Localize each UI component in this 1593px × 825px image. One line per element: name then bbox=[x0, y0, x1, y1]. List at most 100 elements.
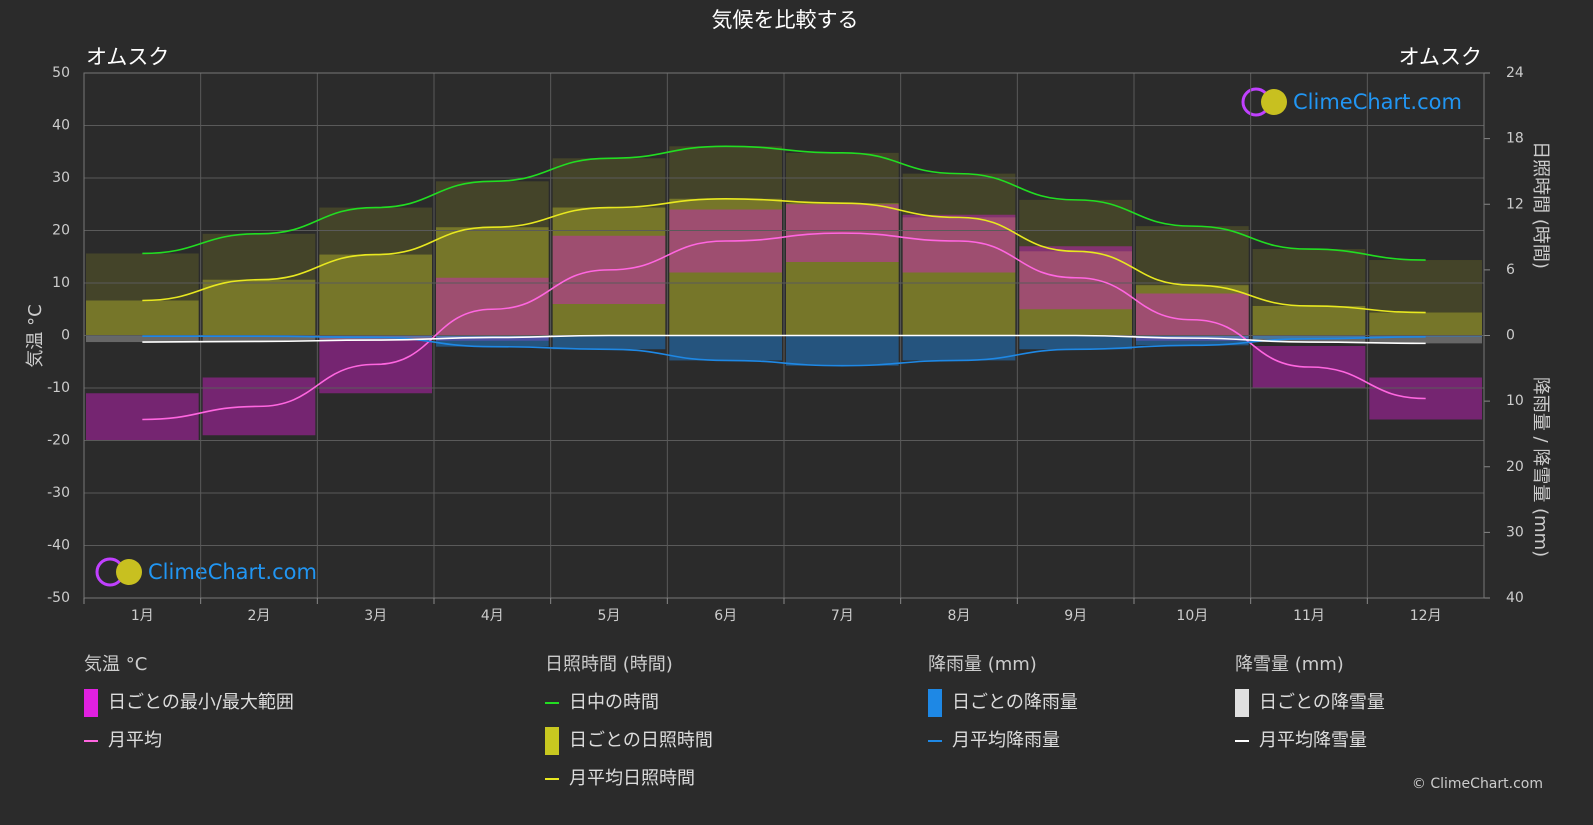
x-tick-label: 4月 bbox=[481, 608, 504, 624]
legend-label: 日ごとの降雪量 bbox=[1259, 692, 1385, 713]
y2-tick-label: 12 bbox=[1506, 196, 1524, 212]
legend-title: 日照時間 (時間) bbox=[545, 654, 673, 675]
y3-axis-title: 降雨量 / 降雪量 (mm) bbox=[1530, 377, 1551, 557]
y-tick-label: 0 bbox=[61, 328, 70, 344]
y-tick-label: 50 bbox=[52, 65, 70, 81]
sunshine-bar bbox=[436, 227, 549, 336]
rain-bar bbox=[436, 335, 549, 347]
y-tick-label: -40 bbox=[47, 538, 70, 554]
legend-label: 月平均降雨量 bbox=[952, 730, 1060, 751]
snow-bar bbox=[436, 335, 549, 338]
y3-tick-label: 20 bbox=[1506, 459, 1524, 475]
location-left: オムスク bbox=[86, 45, 169, 69]
y3-tick-label: 30 bbox=[1506, 524, 1524, 540]
legend-label: 日ごとの最小/最大範囲 bbox=[108, 692, 294, 713]
y3-tick-label: 40 bbox=[1506, 590, 1524, 606]
y-tick-label: 10 bbox=[52, 275, 70, 291]
temp-range bbox=[1136, 293, 1249, 341]
y-tick-label: -50 bbox=[47, 590, 70, 606]
y3-tick-label: 10 bbox=[1506, 393, 1524, 409]
x-tick-label: 9月 bbox=[1064, 608, 1087, 624]
sunshine-bar bbox=[669, 198, 782, 336]
snow-bar bbox=[1369, 335, 1482, 344]
x-tick-label: 5月 bbox=[598, 608, 621, 624]
legend-swatch bbox=[84, 689, 98, 717]
logo-top: ClimeChart.com bbox=[1241, 87, 1462, 117]
snow-bar bbox=[202, 335, 316, 342]
legend-label: 月平均降雪量 bbox=[1259, 730, 1367, 751]
x-tick-label: 10月 bbox=[1176, 608, 1208, 624]
lines bbox=[142, 145, 1426, 421]
logo-icon bbox=[1261, 89, 1287, 115]
sunshine-bar bbox=[1252, 305, 1366, 336]
legend-label: 月平均 bbox=[108, 730, 162, 751]
rain-bar bbox=[319, 335, 432, 338]
sunshine-bar bbox=[1019, 251, 1132, 336]
chart-title: 気候を比較する bbox=[712, 8, 859, 32]
temperature-line bbox=[142, 232, 1426, 421]
rain-bar bbox=[1369, 335, 1482, 337]
sunshine-bar bbox=[786, 203, 899, 336]
daylight-line bbox=[142, 145, 1426, 261]
y-axis-title: 気温 °C bbox=[25, 304, 46, 367]
x-tick-label: 2月 bbox=[248, 608, 271, 624]
temp-range bbox=[1369, 377, 1482, 420]
legend-title: 降雨量 (mm) bbox=[928, 654, 1037, 675]
legend-swatch bbox=[1235, 689, 1249, 717]
legend-title: 気温 °C bbox=[84, 654, 147, 675]
y2-tick-label: 0 bbox=[1506, 328, 1515, 344]
sunshine-line bbox=[142, 197, 1426, 314]
y-tick-label: -10 bbox=[47, 380, 70, 396]
y2-tick-label: 6 bbox=[1506, 262, 1515, 278]
y2-axis-title: 日照時間 (時間) bbox=[1530, 141, 1551, 269]
y-tick-label: 40 bbox=[52, 118, 70, 134]
sunshine-bar bbox=[86, 300, 199, 336]
snow-bar bbox=[86, 335, 199, 343]
x-tick-label: 12月 bbox=[1410, 608, 1442, 624]
y2-tick-label: 18 bbox=[1506, 131, 1524, 147]
legend-title: 降雪量 (mm) bbox=[1235, 654, 1344, 675]
legend-swatch bbox=[928, 689, 942, 717]
snow-bar bbox=[1136, 335, 1249, 339]
sunshine-bar bbox=[902, 217, 1016, 336]
sunshine-bar bbox=[1136, 285, 1249, 336]
rain-bar bbox=[786, 335, 899, 366]
y-tick-label: 30 bbox=[52, 170, 70, 186]
x-tick-label: 1月 bbox=[131, 608, 154, 624]
legend-label: 日ごとの日照時間 bbox=[569, 730, 713, 751]
rain-line bbox=[142, 335, 1426, 367]
temp-range bbox=[902, 214, 1016, 273]
sunshine-bar bbox=[319, 254, 432, 336]
legend-label: 日ごとの降雨量 bbox=[952, 692, 1078, 713]
sunshine-bar bbox=[1369, 312, 1482, 336]
rain-bar bbox=[902, 335, 1016, 361]
copyright: © ClimeChart.com bbox=[1412, 776, 1543, 792]
location-right: オムスク bbox=[1399, 45, 1482, 69]
y-tick-label: -30 bbox=[47, 485, 70, 501]
snow-line bbox=[142, 334, 1426, 345]
logo-text: ClimeChart.com bbox=[1293, 90, 1462, 114]
legend-label: 月平均日照時間 bbox=[569, 768, 695, 789]
y-tick-label: -20 bbox=[47, 433, 70, 449]
logo-bottom: ClimeChart.com bbox=[95, 557, 317, 587]
x-tick-label: 6月 bbox=[714, 608, 737, 624]
x-tick-label: 7月 bbox=[831, 608, 854, 624]
rain-bar bbox=[1136, 335, 1249, 346]
rain-bar bbox=[1252, 335, 1366, 339]
logo-text: ClimeChart.com bbox=[148, 560, 317, 584]
sunshine-bar bbox=[202, 279, 316, 336]
legend-swatch bbox=[545, 727, 559, 755]
rain-bar bbox=[1019, 335, 1132, 350]
rain-bar bbox=[669, 335, 782, 361]
rain-bar bbox=[552, 335, 666, 350]
y2-tick-label: 24 bbox=[1506, 65, 1524, 81]
x-tick-label: 11月 bbox=[1293, 608, 1325, 624]
x-tick-label: 8月 bbox=[948, 608, 971, 624]
sunshine-bar bbox=[552, 207, 666, 336]
logo-icon bbox=[116, 559, 142, 585]
y-tick-label: 20 bbox=[52, 223, 70, 239]
legend-label: 日中の時間 bbox=[569, 692, 659, 713]
